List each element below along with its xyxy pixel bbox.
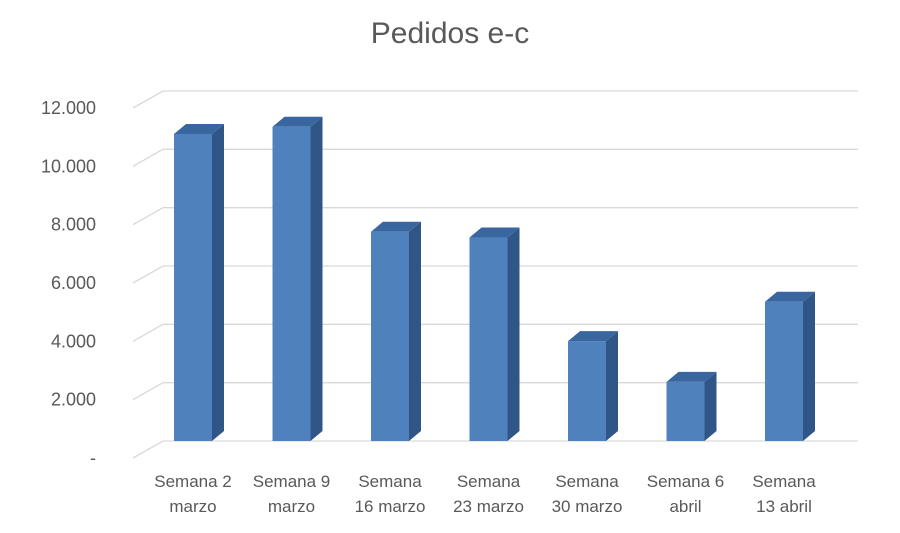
x-axis-ticks: Semana 2 marzo Semana 9 marzo Semana 16 marzo… [154,472,816,516]
gridline [132,323,858,342]
y-tick-label: 10.000 [41,156,96,176]
bar-top [174,124,224,134]
x-tick-label: Semana 23 marzo [453,472,524,516]
bar-side [803,291,815,441]
x-tick-label: Semana 6 abril [647,472,725,516]
gridline [132,265,858,284]
y-tick-label: 6.000 [51,273,96,293]
gridline [132,90,858,109]
bar [666,371,717,441]
bar-side [507,227,520,441]
bar-top [272,116,323,127]
y-tick-label: 4.000 [51,331,96,351]
y-tick-label: 2.000 [51,390,96,410]
bar-front [371,231,409,441]
bar-top [568,331,618,342]
y-tick-label: 8.000 [51,215,96,235]
bar-side [212,124,224,441]
x-tick-label: Semana 13 abril [752,472,816,516]
bar-side [704,371,717,441]
bar [568,331,618,441]
gridline [132,440,858,459]
bar [272,116,323,441]
bar [174,124,224,441]
bar-side [606,331,618,441]
bar-side [409,221,421,441]
bar [765,291,815,441]
bar-front [666,381,705,441]
bar-front [568,341,606,441]
gridline [132,148,858,167]
gridline [132,207,858,226]
bar-top [469,227,520,238]
y-tick-label: 12.000 [41,98,96,118]
bar-front [765,301,803,441]
bar-top [371,221,421,232]
x-tick-label: Semana 30 marzo [552,472,623,516]
bar-front [469,237,508,441]
bar-top [765,291,815,302]
bar [371,221,421,441]
bar-top [666,371,717,382]
y-axis-ticks: - 2.000 4.000 6.000 8.000 10.000 12.000 [41,98,96,468]
bar-side [310,116,323,441]
x-tick-label: Semana 16 marzo [355,472,426,516]
gridline [132,382,858,401]
x-tick-label: Semana 9 marzo [253,472,331,516]
bar-front [272,126,311,441]
bars [174,116,815,441]
bar [469,227,520,441]
x-tick-label: Semana 2 marzo [154,472,232,516]
chart-title: Pedidos e-c [371,17,529,50]
y-tick-label: - [90,448,96,468]
bar-front [174,134,212,441]
gridlines [132,90,858,459]
